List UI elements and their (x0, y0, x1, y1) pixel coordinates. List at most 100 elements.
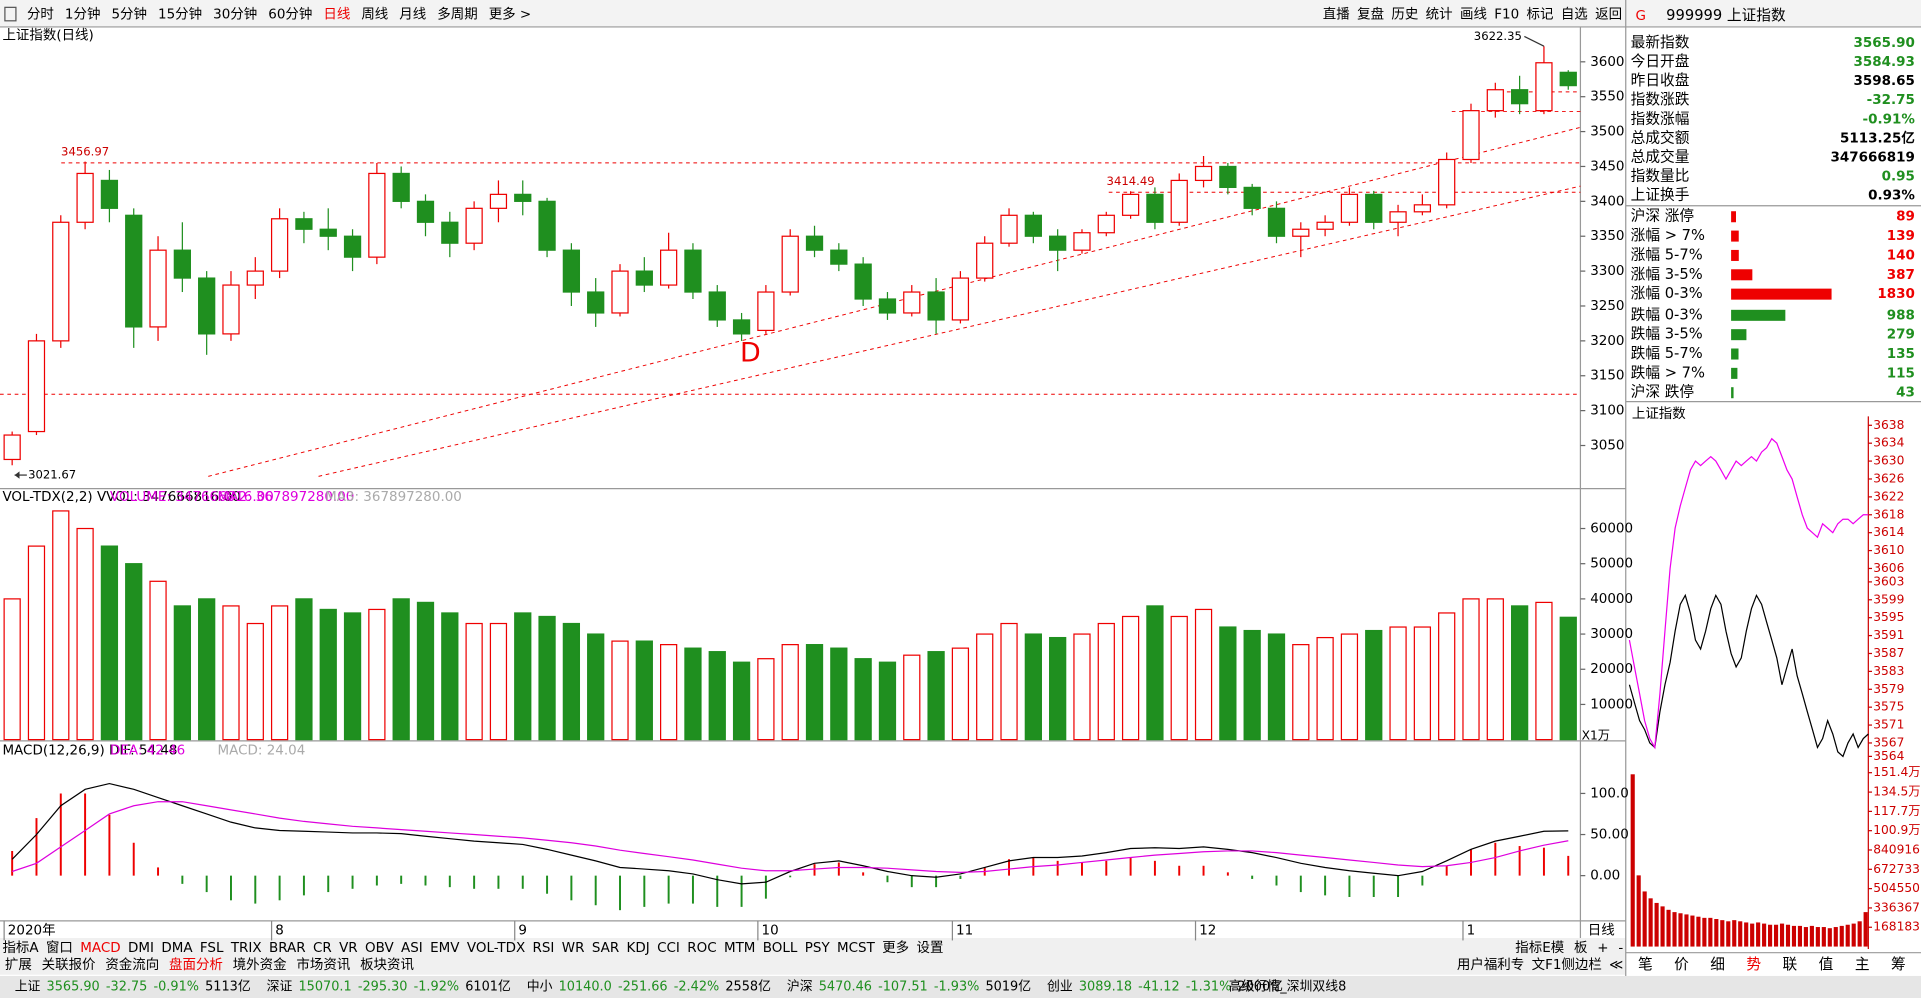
period-tab[interactable]: 周线 (361, 7, 388, 23)
tool-button[interactable]: F10 (1494, 7, 1519, 23)
status-pct: -1.92% (414, 979, 460, 994)
y-tick-label: 336367 (1873, 900, 1920, 914)
info-tab[interactable]: 文F1侧边栏 (1532, 957, 1602, 973)
side-tab[interactable]: 值 (1819, 956, 1834, 973)
indicator-tab[interactable]: WR (562, 940, 585, 956)
candle-body (805, 235, 824, 251)
indicator-tab[interactable]: 指标A (2, 940, 39, 956)
indicator-tab[interactable]: MTM (724, 940, 755, 956)
status-label[interactable]: 沪深 (787, 979, 813, 994)
indicator-tab[interactable]: ASI (401, 940, 423, 956)
axis-end-label: 日线 (1588, 923, 1615, 939)
info-tab[interactable]: 扩展 (5, 957, 32, 973)
y-tick-label: 3595 (1873, 610, 1904, 624)
side-tab[interactable]: 势 (1746, 956, 1761, 973)
indicator-tab[interactable]: EMV (430, 940, 460, 956)
indicator-tab[interactable]: MCST (837, 940, 876, 956)
period-tab[interactable]: 60分钟 (268, 6, 312, 23)
status-change: -107.51 (878, 979, 928, 994)
candle-body (1146, 193, 1164, 223)
indicator-tab[interactable]: BRAR (269, 940, 306, 956)
indicator-tab[interactable]: KDJ (627, 940, 650, 956)
tool-button[interactable]: 标记 (1527, 7, 1554, 23)
tool-button[interactable]: 返回 (1595, 7, 1622, 23)
indicator-tab[interactable]: RSI (533, 940, 555, 956)
indicator-tab[interactable]: - (1618, 940, 1623, 956)
indicator-tab[interactable]: VOL-TDX (467, 940, 525, 956)
period-tab[interactable]: 月线 (399, 7, 426, 23)
indicator-tab[interactable]: 板 (1574, 940, 1588, 956)
indicator-tab[interactable]: BOLL (763, 940, 798, 956)
tool-button[interactable]: 画线 (1460, 7, 1487, 23)
info-tab[interactable]: 市场资讯 (296, 956, 350, 973)
info-tab[interactable]: ≪ (1609, 957, 1623, 973)
period-tab[interactable]: 5分钟 (111, 6, 147, 23)
indicator-tab[interactable]: PSY (805, 940, 831, 956)
indicator-tab[interactable]: 窗口 (46, 939, 73, 956)
candle-body (1024, 214, 1042, 237)
tool-button[interactable]: 历史 (1391, 7, 1418, 23)
indicator-tab[interactable]: CCI (657, 940, 680, 956)
period-tab[interactable]: 分时 (27, 7, 54, 23)
info-tab[interactable]: 关联报价 (42, 957, 96, 973)
mini-volume-bar (1648, 898, 1653, 947)
candle-body (1462, 110, 1480, 161)
side-tab[interactable]: 笔 (1638, 956, 1653, 973)
tool-button[interactable]: 直播 (1323, 7, 1350, 23)
indicator-tab[interactable]: MACD (80, 940, 120, 956)
status-amount: 2000亿 (1237, 979, 1283, 994)
breadth-label: 涨幅 3-5% (1631, 266, 1703, 283)
y-tick-label: 3630 (1873, 454, 1904, 468)
indicator-tab[interactable]: VR (339, 940, 358, 956)
period-tab[interactable]: 1分钟 (65, 6, 101, 23)
info-tab[interactable]: 境外资金 (233, 957, 287, 973)
status-label[interactable]: 上证 (15, 979, 41, 994)
side-tab[interactable]: 细 (1710, 956, 1725, 973)
info-tab[interactable]: 用户福利专 (1457, 956, 1524, 973)
side-tab[interactable]: 筹 (1891, 956, 1906, 973)
tool-button[interactable]: 统计 (1426, 7, 1453, 23)
indicator-tab[interactable]: ROC (687, 940, 716, 956)
candle-body (1292, 228, 1310, 237)
volume-bar (514, 612, 532, 741)
indicator-tab[interactable]: 更多 (882, 939, 909, 956)
y-tick-label: 3400 (1590, 193, 1624, 209)
quote-label: 上证换手 (1631, 187, 1690, 204)
indicator-tab[interactable]: + (1597, 940, 1608, 956)
legend-text: MA3: 367897280.00 (325, 489, 462, 505)
indicator-tab[interactable]: 设置 (917, 940, 944, 956)
x-tick-label: 12 (1199, 923, 1216, 939)
period-tab[interactable]: 日线 (323, 7, 350, 23)
volume-bar (1292, 644, 1310, 741)
indicator-tab[interactable]: OBV (365, 940, 394, 956)
indicator-tab[interactable]: CR (313, 940, 332, 956)
candle-body (416, 200, 435, 223)
info-tab[interactable]: 资金流向 (105, 957, 159, 973)
info-tab[interactable]: 盘面分析 (169, 956, 223, 973)
period-tab[interactable]: 30分钟 (213, 6, 257, 23)
indicator-tab[interactable]: FSL (200, 940, 224, 956)
side-tab[interactable]: 主 (1855, 956, 1870, 973)
tool-button[interactable]: 自选 (1561, 7, 1588, 23)
indicator-tab[interactable]: DMA (161, 940, 193, 956)
side-tab[interactable]: 价 (1674, 956, 1689, 973)
status-label[interactable]: 深证 (267, 979, 293, 994)
status-pct: -1.93% (934, 979, 980, 994)
indicator-tab[interactable]: 指标E模 (1515, 940, 1564, 956)
server-status: 高级行情_深圳双线8 (1229, 978, 1347, 994)
info-tab[interactable]: 板块资讯 (360, 957, 414, 973)
indicator-tab[interactable]: SAR (592, 940, 619, 956)
status-label[interactable]: 创业 (1047, 979, 1073, 994)
status-label[interactable]: 中小 (527, 979, 553, 994)
breadth-label: 涨幅 > 7% (1631, 227, 1705, 244)
period-tab[interactable]: 更多 > (489, 6, 532, 23)
period-tab[interactable]: 15分钟 (158, 6, 202, 23)
period-tab[interactable]: 多周期 (437, 6, 477, 23)
candle-body (465, 207, 483, 244)
indicator-tab[interactable]: TRIX (230, 940, 262, 956)
side-tab[interactable]: 联 (1783, 956, 1798, 973)
menu-icon[interactable] (4, 6, 17, 22)
indicator-tab[interactable]: DMI (128, 940, 154, 956)
tool-button[interactable]: 复盘 (1357, 6, 1384, 23)
price-annotation: 3414.49 (1107, 174, 1155, 188)
